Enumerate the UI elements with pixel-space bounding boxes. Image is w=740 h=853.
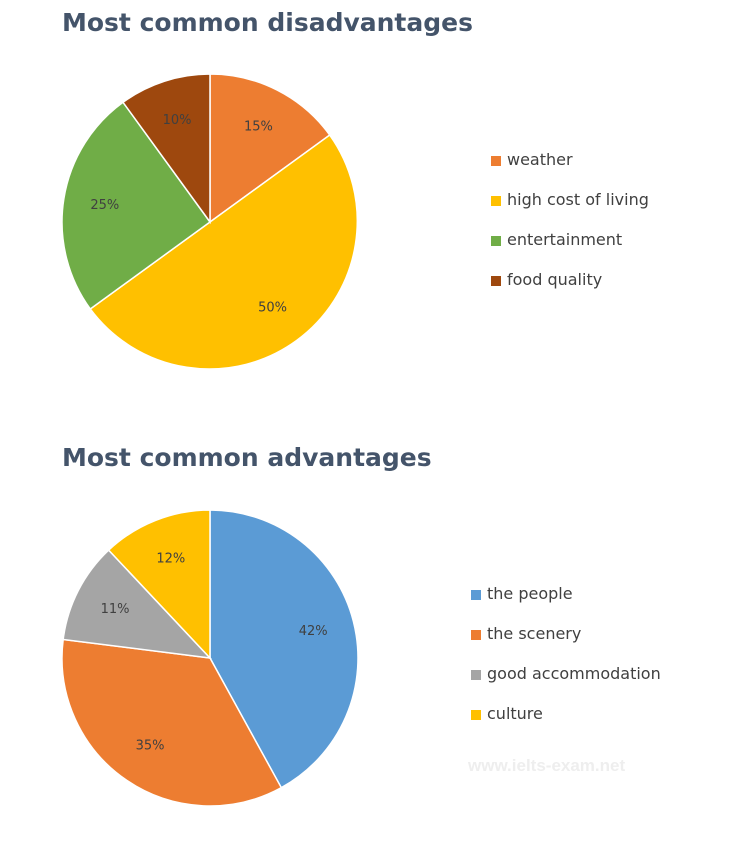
legend-label: weather: [507, 150, 573, 169]
pie-slice-food-quality: [121, 73, 211, 225]
pie-slice-entertainment: [61, 101, 212, 311]
watermark: www.ielts-exam.net: [468, 756, 626, 775]
legend-item-entertainment: entertainment: [491, 230, 649, 270]
data-label-high-cost-of-living: 50%: [258, 301, 287, 316]
disadvantages-pie-chart: 15% 50% 25% 10%: [61, 73, 359, 370]
legend-item-culture: culture: [471, 704, 661, 744]
pie-slice-culture: [107, 509, 211, 660]
legend-swatch: [491, 156, 501, 166]
legend-item-weather: weather: [491, 150, 649, 190]
legend-swatch: [491, 236, 501, 246]
data-label-the-people: 42%: [299, 624, 328, 639]
legend-item-food-quality: food quality: [491, 270, 649, 310]
legend-swatch: [471, 710, 481, 720]
legend-item-good-accommodation: good accommodation: [471, 664, 661, 704]
legend-label: culture: [487, 704, 543, 723]
advantages-legend: the people the scenery good accommodation c…: [471, 584, 661, 744]
legend-label: the scenery: [487, 624, 582, 643]
pie-slice-the-scenery: [61, 638, 283, 807]
data-label-entertainment: 25%: [90, 198, 119, 213]
pie-slice-high-cost-of-living: [89, 133, 359, 370]
legend-swatch: [471, 670, 481, 680]
data-label-good-accommodation: 11%: [101, 602, 130, 617]
legend-label: food quality: [507, 270, 603, 289]
data-label-weather: 15%: [244, 120, 273, 135]
disadvantages-chart-title: Most common disadvantages: [62, 8, 473, 37]
legend-label: entertainment: [507, 230, 623, 249]
legend-label: good accommodation: [487, 664, 661, 683]
legend-swatch: [491, 276, 501, 286]
legend-item-the-scenery: the scenery: [471, 624, 661, 664]
legend-item-the-people: the people: [471, 584, 661, 624]
pie-slice-weather: [209, 73, 331, 224]
legend-item-high-cost-of-living: high cost of living: [491, 190, 649, 230]
data-label-food-quality: 10%: [163, 113, 192, 128]
legend-swatch: [471, 590, 481, 600]
pie-slice-good-accommodation: [62, 549, 212, 660]
legend-swatch: [491, 196, 501, 206]
advantages-pie-chart: 42% 35% 11% 12%: [61, 509, 359, 807]
data-label-culture: 12%: [156, 551, 185, 566]
data-label-the-scenery: 35%: [136, 739, 165, 754]
disadvantages-legend: weather high cost of living entertainment f…: [491, 150, 649, 310]
pie-slice-the-people: [209, 509, 359, 789]
advantages-chart-title: Most common advantages: [62, 443, 432, 472]
legend-label: high cost of living: [507, 190, 649, 209]
legend-label: the people: [487, 584, 573, 603]
legend-swatch: [471, 630, 481, 640]
